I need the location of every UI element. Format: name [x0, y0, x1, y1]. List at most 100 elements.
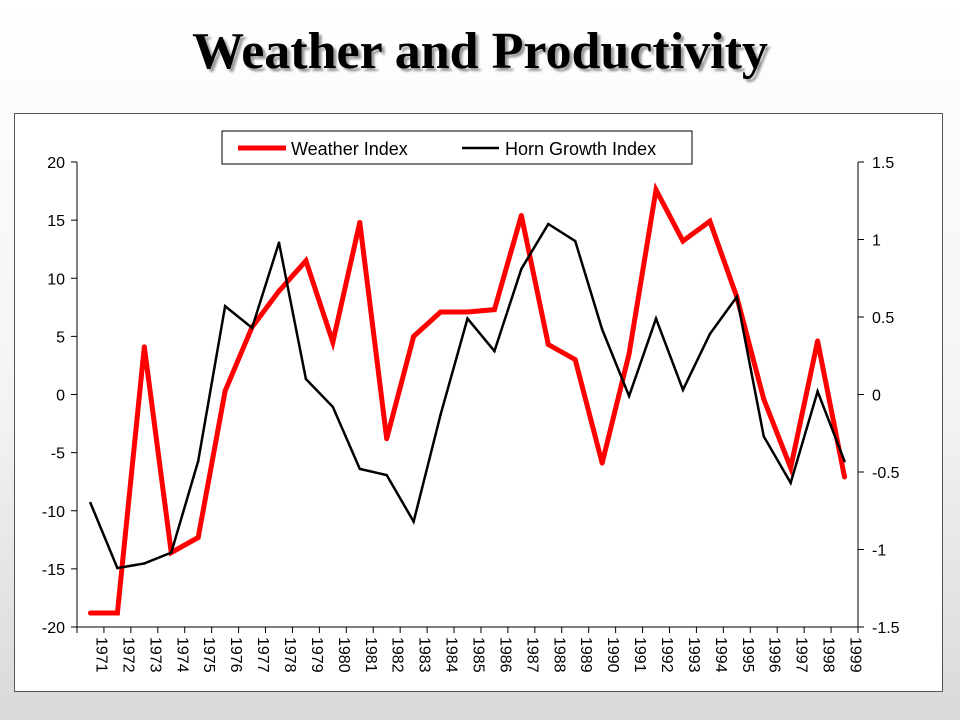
data-point-horn-growth-index — [89, 501, 92, 505]
data-point-horn-growth-index — [116, 566, 119, 570]
data-point-horn-growth-index — [547, 222, 550, 226]
data-point-horn-growth-index — [412, 520, 415, 523]
x-tick-label: 1993 — [685, 637, 702, 673]
data-point-horn-growth-index — [466, 317, 469, 320]
data-point-horn-growth-index — [493, 349, 496, 353]
x-tick-label: 1990 — [604, 637, 621, 673]
x-tick-label: 1994 — [712, 637, 729, 673]
data-point-weather-index — [491, 307, 497, 313]
x-tick-label: 1999 — [847, 637, 864, 673]
y-left-tick-label: -5 — [51, 446, 65, 463]
x-tick-label: 1976 — [227, 637, 244, 673]
x-tick-label: 1975 — [200, 637, 217, 673]
legend-label-horn-growth-index: Horn Growth Index — [505, 139, 656, 159]
x-tick-label: 1984 — [443, 637, 460, 673]
data-point-horn-growth-index — [277, 241, 281, 244]
data-point-horn-growth-index — [573, 239, 577, 243]
data-point-horn-growth-index — [439, 413, 442, 416]
x-tick-label: 1985 — [470, 637, 487, 673]
data-point-horn-growth-index — [789, 481, 792, 485]
data-point-weather-index — [195, 534, 201, 540]
data-point-weather-index — [114, 610, 120, 616]
legend-box — [221, 130, 693, 165]
data-point-weather-index — [87, 610, 93, 616]
data-point-weather-index — [518, 212, 524, 218]
data-point-horn-growth-index — [170, 551, 173, 554]
x-tick-label: 1980 — [335, 637, 352, 673]
data-point-weather-index — [141, 344, 147, 350]
data-point-weather-index — [303, 258, 309, 264]
data-point-horn-growth-index — [358, 467, 362, 471]
data-point-weather-index — [330, 339, 336, 345]
x-tick-label: 1977 — [254, 637, 271, 673]
x-tick-label: 1983 — [416, 637, 433, 673]
data-point-horn-growth-index — [708, 332, 712, 336]
x-tick-label: 1995 — [739, 637, 756, 673]
y-left-tick-label: -20 — [42, 620, 65, 637]
x-tick-label: 1992 — [658, 637, 675, 673]
data-point-weather-index — [411, 333, 417, 339]
y-right-tick-label: -0.5 — [872, 465, 900, 482]
y-right-tick-label: 1 — [872, 233, 881, 250]
x-tick-label: 1981 — [362, 637, 379, 673]
data-point-weather-index — [384, 436, 390, 442]
x-tick-label: 1971 — [92, 637, 109, 673]
data-point-horn-growth-index — [843, 459, 846, 463]
y-left-tick-label: 10 — [47, 271, 65, 288]
y-left-tick-label: 5 — [56, 329, 65, 346]
y-right-tick-label: 1.5 — [872, 155, 894, 172]
data-point-weather-index — [626, 351, 632, 357]
x-tick-label: 1973 — [146, 637, 163, 673]
y-right-tick-label: -1 — [872, 543, 886, 560]
x-tick-label: 1997 — [793, 637, 810, 673]
y-left-tick-label: -15 — [42, 562, 65, 579]
data-point-weather-index — [438, 309, 444, 315]
slide-title: Weather and Productivity — [192, 23, 768, 80]
x-tick-label: 1986 — [496, 637, 513, 673]
x-tick-label: 1987 — [523, 637, 540, 673]
data-point-horn-growth-index — [654, 317, 658, 320]
data-point-horn-growth-index — [520, 267, 523, 271]
data-point-horn-growth-index — [816, 390, 819, 393]
data-point-weather-index — [680, 238, 686, 244]
y-left-tick-label: -10 — [42, 504, 65, 521]
data-point-weather-index — [788, 465, 794, 471]
data-point-weather-index — [357, 219, 363, 225]
x-tick-label: 1988 — [550, 637, 567, 673]
data-point-horn-growth-index — [627, 394, 631, 398]
data-point-weather-index — [653, 187, 659, 193]
x-tick-label: 1991 — [631, 637, 648, 673]
y-right-tick-label: 0.5 — [872, 310, 894, 327]
data-point-horn-growth-index — [250, 326, 254, 330]
x-tick-label: 1978 — [281, 637, 298, 673]
x-tick-label: 1996 — [766, 637, 783, 673]
x-tick-label: 1982 — [389, 637, 406, 673]
data-point-horn-growth-index — [143, 562, 146, 565]
data-point-weather-index — [465, 309, 470, 315]
data-point-horn-growth-index — [196, 459, 200, 463]
data-point-horn-growth-index — [223, 304, 227, 308]
y-right-tick-label: 0 — [872, 388, 881, 405]
data-point-horn-growth-index — [681, 388, 685, 392]
chart-frame: -20 -15 -10 -5 0 5 10 15 20 -1.5 -1 -0.5 0 0.5 1 1.5 197… — [14, 113, 943, 692]
y-left-tick-label: 15 — [47, 213, 65, 230]
x-tick-label: 1979 — [308, 637, 325, 673]
data-point-weather-index — [599, 460, 605, 466]
data-point-weather-index — [761, 396, 767, 402]
data-point-horn-growth-index — [385, 473, 388, 477]
legend-label-weather-index: Weather Index — [291, 139, 408, 159]
data-point-horn-growth-index — [762, 435, 765, 438]
data-point-weather-index — [815, 338, 821, 344]
y-left-tick-label: 0 — [56, 388, 65, 405]
x-tick-label: 1972 — [119, 637, 136, 673]
data-point-weather-index — [707, 218, 713, 224]
data-point-horn-growth-index — [304, 377, 308, 381]
line-chart: -20 -15 -10 -5 0 5 10 15 20 -1.5 -1 -0.5 0 0.5 1 1.5 197… — [42, 130, 900, 673]
y-left-tick-label: 20 — [47, 155, 65, 172]
data-point-weather-index — [545, 342, 551, 348]
x-tick-label: 1989 — [577, 637, 594, 673]
data-point-horn-growth-index — [735, 295, 739, 299]
data-point-weather-index — [276, 288, 282, 294]
data-point-weather-index — [842, 474, 848, 480]
data-point-weather-index — [572, 357, 578, 363]
